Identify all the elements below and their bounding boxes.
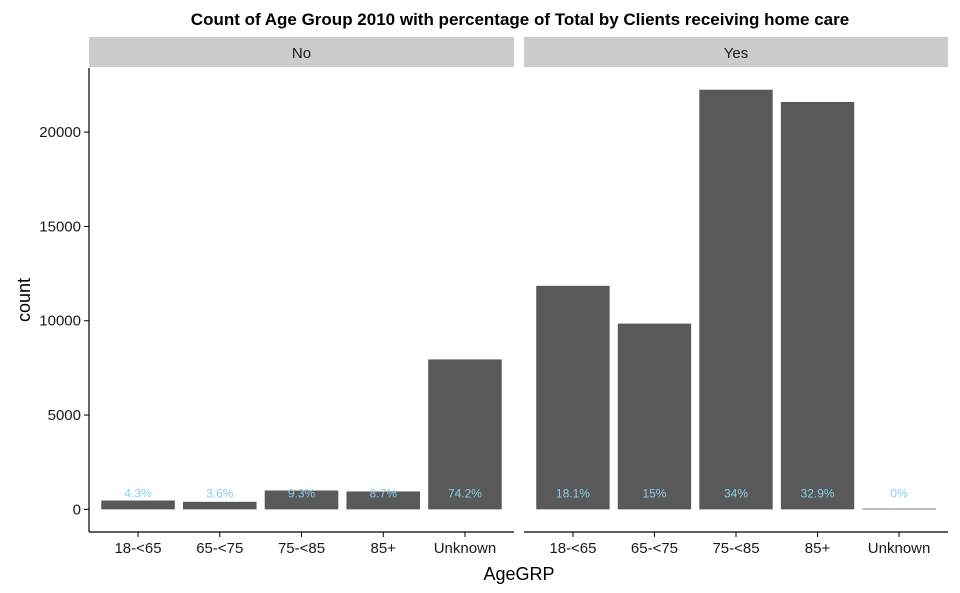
bar-no-1 [182,501,257,510]
data-label-yes-3: 32.9% [801,486,835,500]
data-label-yes-0: 18.1% [556,486,590,500]
x-tick-label-yes-1: 65-<75 [631,540,678,557]
facet-strip-no [89,37,514,67]
bar-yes-4 [862,508,936,510]
x-tick-label-no-4: Unknown [434,540,497,557]
x-tick-label-no-2: 75-<85 [278,540,325,557]
x-tick-label-no-1: 65-<75 [196,540,243,557]
x-tick-label-yes-4: Unknown [868,540,931,557]
y-tick-label-1: 5000 [48,407,81,424]
facet-label-no: No [292,45,311,62]
y-tick-label-3: 15000 [39,218,81,235]
bar-no-3 [346,491,421,510]
data-label-no-1: 3.6% [206,486,234,500]
y-tick-label-4: 20000 [39,124,81,141]
data-label-yes-1: 15% [642,486,666,500]
x-tick-label-yes-2: 75-<85 [712,540,759,557]
data-label-yes-4: 0% [890,486,908,500]
bar-yes-0 [536,285,610,510]
y-tick-label-2: 10000 [39,313,81,330]
bar-no-4 [428,359,502,510]
y-tick-label-0: 0 [73,501,81,518]
y-axis-title: count [14,278,34,322]
bar-yes-2 [699,89,773,510]
facet-label-yes: Yes [724,45,748,62]
x-tick-label-no-3: 85+ [371,540,397,557]
x-tick-label-yes-3: 85+ [805,540,831,557]
bar-yes-3 [780,101,855,510]
x-tick-label-no-0: 18-<65 [114,540,161,557]
x-axis-title: AgeGRP [483,564,554,584]
bar-no-2 [264,490,339,510]
chart-title: Count of Age Group 2010 with percentage … [191,10,849,29]
bar-yes-1 [617,323,692,510]
data-label-yes-2: 34% [724,486,748,500]
data-label-no-2: 9.3% [288,486,316,500]
data-label-no-0: 4.3% [124,486,152,500]
data-label-no-3: 8.7% [370,486,398,500]
data-label-no-4: 74.2% [448,486,482,500]
x-tick-label-yes-0: 18-<65 [549,540,596,557]
facet-strip-yes [524,37,948,67]
bar-no-0 [101,500,175,510]
